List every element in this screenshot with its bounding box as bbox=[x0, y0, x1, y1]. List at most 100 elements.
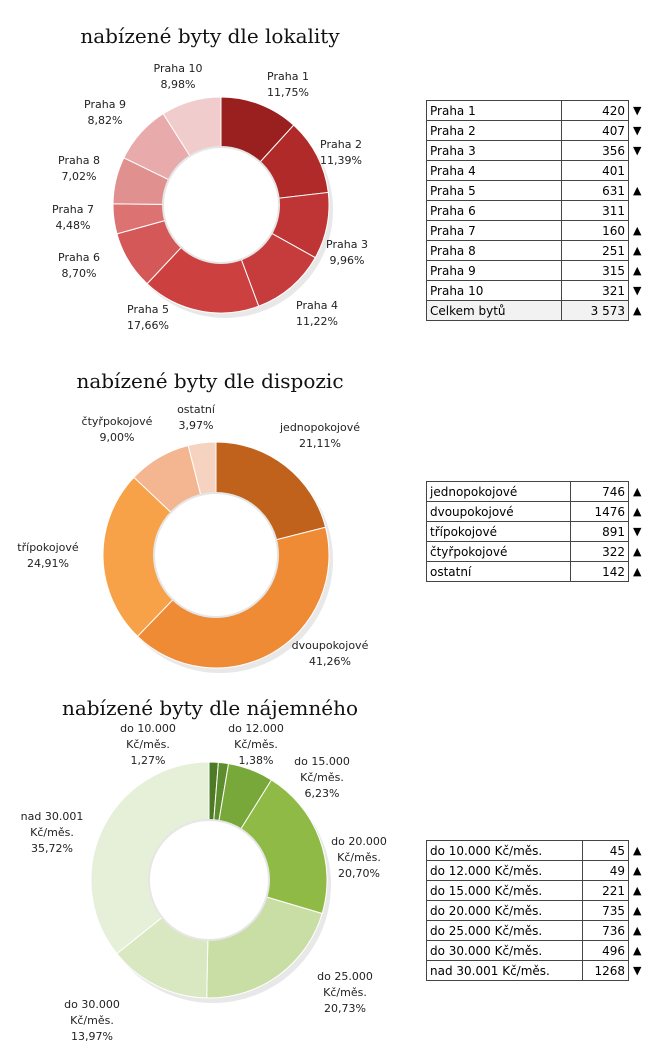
row-label: Praha 1 bbox=[426, 100, 562, 121]
trend-down-icon: ▼ bbox=[633, 964, 642, 977]
row-value: 736 bbox=[581, 920, 630, 941]
slice-label: do 10.000 Kč/měs. 1,27% bbox=[120, 722, 176, 767]
trend-down-icon: ▼ bbox=[633, 525, 642, 538]
table-row: Praha 10 321 ▼ bbox=[426, 280, 652, 301]
table-row: do 30.000 Kč/měs. 496 ▲ bbox=[426, 940, 652, 961]
table-row: Praha 6 311 bbox=[426, 200, 652, 221]
trend-up-icon: ▲ bbox=[633, 904, 642, 917]
row-label: do 12.000 Kč/měs. bbox=[426, 860, 583, 881]
table-row: Praha 8 251 ▲ bbox=[426, 240, 652, 261]
slice-label: Praha 4 11,22% bbox=[296, 299, 338, 328]
slice-label: Praha 9 8,82% bbox=[84, 98, 126, 127]
table-row: do 25.000 Kč/měs. 736 ▲ bbox=[426, 920, 652, 941]
table-row: nad 30.001 Kč/měs. 1268 ▼ bbox=[426, 960, 652, 981]
row-label: jednopokojové bbox=[425, 481, 572, 502]
row-label: Praha 10 bbox=[426, 280, 562, 301]
trend-down-icon: ▼ bbox=[633, 144, 642, 157]
chart-title: nabízené byty dle dispozic bbox=[76, 369, 344, 393]
table-row: ostatní 142 ▲ bbox=[425, 561, 652, 582]
row-value: 251 bbox=[560, 240, 630, 261]
slice-label: do 20.000 Kč/měs. 20,70% bbox=[331, 835, 387, 880]
data-table: jednopokojové 746 ▲ dvoupokojové 1476 ▲ třípok… bbox=[425, 481, 652, 582]
trend-up-icon: ▲ bbox=[633, 864, 642, 877]
trend-up-icon: ▲ bbox=[633, 485, 642, 498]
row-value: 401 bbox=[560, 160, 630, 181]
trend-up-icon: ▲ bbox=[633, 304, 642, 317]
row-value: 142 bbox=[570, 561, 629, 582]
row-value: 1476 bbox=[570, 501, 629, 522]
row-value: 735 bbox=[581, 900, 630, 921]
slice-label: ostatní 3,97% bbox=[177, 403, 216, 432]
donut-hole bbox=[148, 819, 270, 941]
row-value: 49 bbox=[581, 860, 630, 881]
slice-label: Praha 6 8,70% bbox=[58, 251, 100, 280]
donut-chart: jednopokojové 21,11% dvoupokojové 41,26% tří… bbox=[17, 403, 369, 673]
table-row: třípokojové 891 ▼ bbox=[425, 521, 652, 542]
data-table: Praha 1 420 ▼ Praha 2 407 ▼ Praha 3 356 ▼ Praha 4… bbox=[426, 100, 652, 321]
donut-hole bbox=[153, 492, 279, 618]
row-value: 221 bbox=[581, 880, 630, 901]
table-row: do 15.000 Kč/měs. 221 ▲ bbox=[426, 880, 652, 901]
row-label: Praha 7 bbox=[426, 220, 562, 241]
trend-down-icon: ▼ bbox=[633, 284, 642, 297]
row-label: do 15.000 Kč/měs. bbox=[426, 880, 583, 901]
slice-label: třípokojové 24,91% bbox=[17, 541, 79, 570]
donut-chart: do 10.000 Kč/měs. 1,27% do 12.000 Kč/měs. 1,3… bbox=[21, 722, 387, 1041]
row-label: Praha 3 bbox=[426, 140, 562, 161]
row-label: nad 30.001 Kč/měs. bbox=[426, 960, 583, 981]
row-label: do 20.000 Kč/měs. bbox=[426, 900, 583, 921]
row-value: 407 bbox=[560, 120, 630, 141]
slice-label: Praha 3 9,96% bbox=[326, 238, 368, 267]
row-value: 891 bbox=[570, 521, 629, 542]
row-label: Praha 6 bbox=[426, 200, 562, 221]
trend-up-icon: ▲ bbox=[633, 944, 642, 957]
trend-up-icon: ▲ bbox=[633, 244, 642, 257]
trend-down-icon: ▼ bbox=[633, 124, 642, 137]
slice-label: dvoupokojové 41,26% bbox=[292, 639, 369, 668]
table-row: do 10.000 Kč/měs. 45 ▲ bbox=[426, 840, 652, 861]
table-row: Praha 3 356 ▼ bbox=[426, 140, 652, 161]
donut-hole bbox=[162, 146, 280, 264]
row-label: do 30.000 Kč/měs. bbox=[426, 940, 583, 961]
row-value: 311 bbox=[560, 200, 630, 221]
slice-label: čtyřpokojové 9,00% bbox=[82, 415, 153, 444]
slice-label: jednopokojové 21,11% bbox=[279, 421, 360, 450]
table-row: čtyřpokojové 322 ▲ bbox=[425, 541, 652, 562]
row-value: 496 bbox=[581, 940, 630, 961]
row-label: třípokojové bbox=[425, 521, 572, 542]
row-label: Praha 9 bbox=[426, 260, 562, 281]
data-table: do 10.000 Kč/měs. 45 ▲ do 12.000 Kč/měs. 49 ▲… bbox=[426, 840, 652, 981]
slice-label: Praha 10 8,98% bbox=[154, 62, 203, 91]
trend-up-icon: ▲ bbox=[633, 224, 642, 237]
table-row: do 20.000 Kč/měs. 735 ▲ bbox=[426, 900, 652, 921]
chart-title: nabízené byty dle nájemného bbox=[61, 696, 359, 720]
row-value: 45 bbox=[581, 840, 630, 861]
slice-label: Praha 2 11,39% bbox=[320, 138, 362, 167]
row-label: do 25.000 Kč/měs. bbox=[426, 920, 583, 941]
row-value: 322 bbox=[570, 541, 629, 562]
row-label: dvoupokojové bbox=[425, 501, 572, 522]
row-value: 746 bbox=[570, 481, 629, 502]
table-row: Praha 9 315 ▲ bbox=[426, 260, 652, 281]
table-row: Praha 7 160 ▲ bbox=[426, 220, 652, 241]
trend-up-icon: ▲ bbox=[633, 545, 642, 558]
table-row: jednopokojové 746 ▲ bbox=[425, 481, 652, 502]
trend-up-icon: ▲ bbox=[633, 844, 642, 857]
trend-up-icon: ▲ bbox=[633, 264, 642, 277]
slice-label: Praha 5 17,66% bbox=[127, 303, 169, 332]
row-label: Praha 8 bbox=[426, 240, 562, 261]
table-row: Praha 4 401 bbox=[426, 160, 652, 181]
trend-up-icon: ▲ bbox=[633, 184, 642, 197]
trend-none bbox=[629, 201, 652, 221]
row-value: 3 573 bbox=[560, 300, 630, 321]
table-row: Praha 1 420 ▼ bbox=[426, 100, 652, 121]
table-row: Praha 2 407 ▼ bbox=[426, 120, 652, 141]
row-label: Celkem bytů bbox=[426, 300, 562, 321]
row-value: 321 bbox=[560, 280, 630, 301]
trend-up-icon: ▲ bbox=[633, 565, 642, 578]
row-label: čtyřpokojové bbox=[425, 541, 572, 562]
slice-label: do 30.000 Kč/měs. 13,97% bbox=[64, 998, 120, 1041]
row-label: Praha 5 bbox=[426, 180, 562, 201]
row-value: 1268 bbox=[581, 960, 630, 981]
row-label: Praha 4 bbox=[426, 160, 562, 181]
